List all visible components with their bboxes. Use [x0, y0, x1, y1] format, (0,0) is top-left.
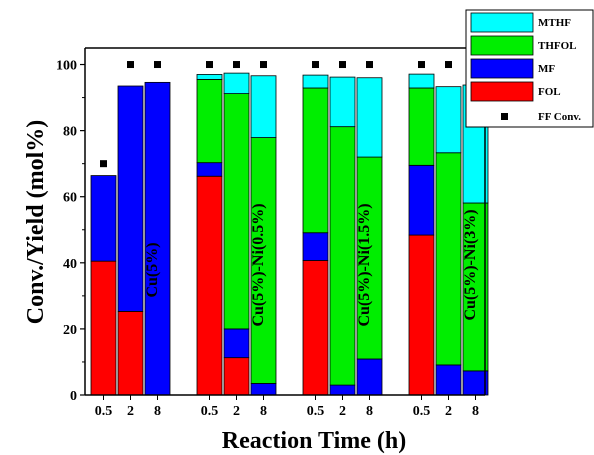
legend-swatch-fol — [470, 81, 534, 102]
group-labels: Cu(5%) Cu(5%)-Ni(0.5%) Cu(5%)-Ni(1.5%) Cu(5… — [144, 203, 479, 326]
bar-segment-mf-g2-8 — [250, 383, 277, 396]
x-tick-label: 2 — [339, 404, 346, 419]
ff-conv-marker-g2-8 — [260, 61, 267, 69]
bar-segment-thfol-g3-0.5 — [302, 87, 329, 234]
x-tick-label: 2 — [445, 404, 452, 419]
x-tick-label: 8 — [154, 404, 161, 419]
legend-label: FF Conv. — [538, 111, 581, 123]
ff-conv-marker-g3-2 — [339, 61, 346, 69]
bar-segment-mthf-g2-0.5 — [196, 74, 223, 80]
bar-segment-mthf-g4-2 — [435, 86, 462, 154]
bar-segment-mthf-g2-2 — [223, 72, 250, 95]
legend: MTHF THFOL MF FOL FF Conv. — [465, 9, 594, 128]
y-tick-label: 20 — [63, 323, 77, 338]
x-tick-label: 0.5 — [413, 404, 431, 419]
ff-conv-marker-g2-0.5 — [206, 61, 213, 69]
bar-segment-mf-g3-0.5 — [302, 232, 329, 261]
ff-conv-marker-g3-0.5 — [312, 61, 319, 69]
bar-segment-fol-g1-0.5 — [90, 260, 117, 396]
y-axis-title: Conv./Yield (mol%) — [23, 120, 49, 324]
bar-segment-mf-g3-2 — [329, 384, 356, 396]
bar-segment-thfol-g2-8 — [250, 137, 277, 384]
bar-segment-mf-g4-0.5 — [408, 164, 435, 236]
bar-segment-thfol-g4-2 — [435, 152, 462, 366]
bar-segment-thfol-g3-8 — [356, 156, 383, 360]
group-label-4: Cu(5%)-Ni(3%) — [462, 209, 479, 320]
ff-conv-marker-g1-8 — [154, 61, 161, 69]
legend-swatch-thfol — [470, 35, 534, 56]
plot-bars — [90, 72, 489, 396]
y-tick-label: 60 — [63, 191, 77, 206]
bar-segment-fol-g2-0.5 — [196, 175, 223, 396]
x-tick-label: 2 — [127, 404, 134, 419]
legend-label: THFOL — [538, 40, 577, 52]
x-tick-label: 0.5 — [201, 404, 219, 419]
bar-segment-thfol-g4-8 — [462, 202, 489, 372]
ff-conv-marker-g1-2 — [127, 61, 134, 69]
bar-segment-mthf-g3-2 — [329, 76, 356, 128]
legend-swatch-mf — [470, 58, 534, 79]
x-tick-label: 8 — [260, 404, 267, 419]
legend-label: FOL — [538, 86, 561, 98]
bar-segment-thfol-g2-0.5 — [196, 78, 223, 164]
ff-conv-marker-g1-0.5 — [100, 160, 107, 168]
bar-segment-mf-g1-8 — [144, 81, 171, 396]
bar-segment-thfol-g4-0.5 — [408, 87, 435, 166]
group-label-2: Cu(5%)-Ni(0.5%) — [250, 203, 267, 326]
legend-label: MTHF — [538, 17, 571, 29]
x-tick-label: 0.5 — [95, 404, 113, 419]
group-label-1: Cu(5%) — [144, 242, 161, 297]
y-tick-label: 80 — [63, 125, 77, 140]
bar-segment-thfol-g2-2 — [223, 93, 250, 330]
bar-segment-mf-g1-2 — [117, 85, 144, 312]
x-axis-title: Reaction Time (h) — [222, 428, 406, 454]
bar-segment-mthf-g3-0.5 — [302, 74, 329, 89]
bar-segment-fol-g4-0.5 — [408, 234, 435, 396]
legend-swatch-mthf — [470, 12, 534, 33]
bar-segment-mf-g1-0.5 — [90, 175, 117, 262]
ff-conv-marker-g3-8 — [366, 61, 373, 69]
bar-segment-fol-g3-0.5 — [302, 260, 329, 396]
bar-segment-mf-g2-2 — [223, 328, 250, 359]
bar-segment-mthf-g4-0.5 — [408, 73, 435, 89]
ff-conv-marker-g4-0.5 — [418, 61, 425, 69]
legend-marker-ff-conv — [501, 113, 508, 120]
y-tick-label: 40 — [63, 257, 77, 272]
group-label-3: Cu(5%)-Ni(1.5%) — [356, 203, 373, 326]
bar-segment-mthf-g3-8 — [356, 77, 383, 158]
bar-segment-mthf-g2-8 — [250, 75, 277, 138]
bar-segment-mf-g3-8 — [356, 358, 383, 396]
bar-segment-mf-g2-0.5 — [196, 162, 223, 177]
y-tick-label: 100 — [56, 59, 77, 74]
ff-conv-marker-g4-2 — [445, 61, 452, 69]
bar-segment-fol-g1-2 — [117, 310, 144, 396]
x-tick-label: 0.5 — [307, 404, 325, 419]
bar-segment-mf-g4-2 — [435, 364, 462, 396]
ff-conv-marker-g2-2 — [233, 61, 240, 69]
x-tick-label: 8 — [366, 404, 373, 419]
x-tick-label: 2 — [233, 404, 240, 419]
bar-segment-fol-g2-2 — [223, 357, 250, 396]
legend-label: MF — [538, 63, 555, 75]
x-tick-label: 8 — [472, 404, 479, 419]
bar-segment-thfol-g3-2 — [329, 126, 356, 386]
y-tick-label: 0 — [70, 389, 77, 404]
